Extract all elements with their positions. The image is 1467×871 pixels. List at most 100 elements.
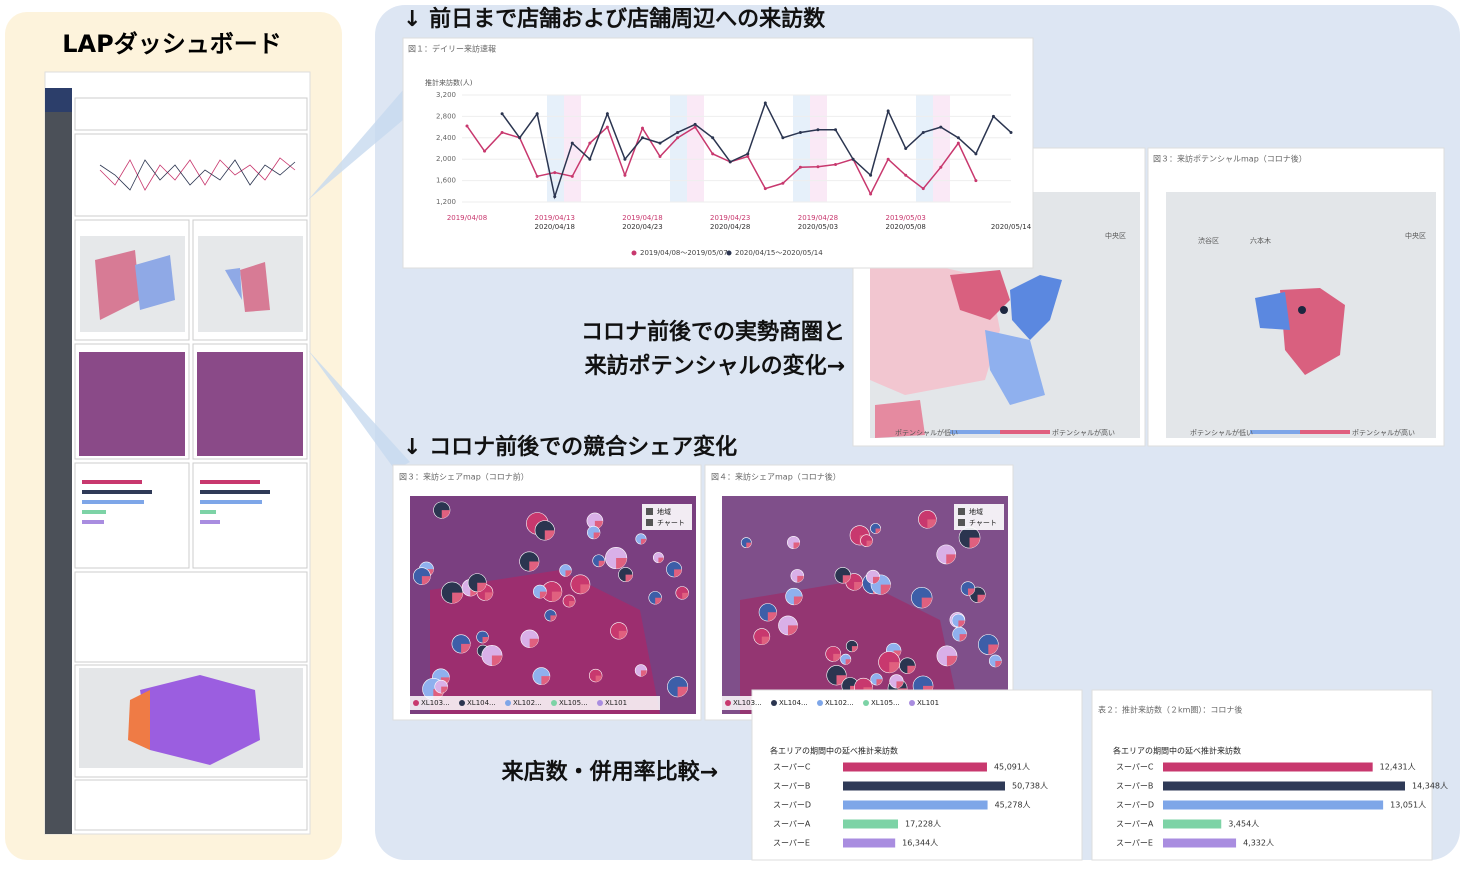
pie-slice xyxy=(959,634,967,642)
value-label: 3,454人 xyxy=(1228,820,1259,829)
x-tick-label: 2019/04/28 xyxy=(798,214,838,222)
pie-slice xyxy=(958,620,965,627)
point xyxy=(711,152,715,156)
chip-icon xyxy=(459,700,465,706)
chip-icon xyxy=(817,700,823,706)
y-tick-label: 1,200 xyxy=(436,198,456,206)
y-tick-label: 2,800 xyxy=(436,112,456,120)
point xyxy=(605,125,609,129)
pie-slice xyxy=(616,558,627,569)
point xyxy=(640,136,644,140)
checkbox xyxy=(646,519,653,526)
pie-slice xyxy=(655,597,662,605)
point xyxy=(939,125,943,129)
value-label: 14,348人 xyxy=(1412,782,1448,791)
point xyxy=(834,128,838,132)
pie-slice xyxy=(793,542,800,549)
card-title: 図４：来訪シェアmap（コロナ後） xyxy=(711,472,841,482)
pie-slice xyxy=(598,560,605,567)
x-tick-label: 2019/04/13 xyxy=(535,214,575,222)
point xyxy=(956,136,960,140)
thumb-nav xyxy=(45,88,72,112)
pie-slice xyxy=(593,532,600,539)
x-tick-label: 2020/05/08 xyxy=(886,223,926,231)
x-tick-label: 2020/04/18 xyxy=(535,223,575,231)
point xyxy=(763,187,767,191)
y-axis-label: 推計来訪数(人) xyxy=(425,78,473,87)
point xyxy=(500,130,504,134)
pie-slice xyxy=(988,644,999,655)
point xyxy=(991,114,995,118)
bar-label: スーパーE xyxy=(773,839,810,848)
bar xyxy=(1163,838,1237,848)
point xyxy=(553,195,557,199)
point xyxy=(658,155,662,159)
pie-slice xyxy=(921,597,933,609)
point xyxy=(693,125,697,129)
thumb-sidebar xyxy=(45,88,72,834)
chip-label: XL104... xyxy=(467,699,496,707)
value-label: 12,431人 xyxy=(1380,763,1416,772)
pie-slice xyxy=(793,596,803,605)
legend-high: ポテンシャルが高い xyxy=(1052,428,1115,437)
map-place: 中央区 xyxy=(1105,231,1126,240)
pie-slice xyxy=(539,591,547,599)
line xyxy=(466,125,977,196)
point xyxy=(974,152,978,156)
pie-slice xyxy=(842,575,851,584)
point xyxy=(465,124,469,128)
checkbox xyxy=(958,508,965,515)
point xyxy=(535,174,539,178)
pie-slice xyxy=(529,638,539,648)
pie-slice xyxy=(452,592,463,604)
bar xyxy=(1163,819,1222,829)
pie-slice xyxy=(927,519,937,529)
chip-icon xyxy=(413,700,419,706)
legend-swatch xyxy=(631,250,637,256)
chip-icon xyxy=(725,700,731,706)
pie-slice xyxy=(889,662,900,673)
point xyxy=(921,130,925,134)
pie-slice xyxy=(872,576,880,584)
map-place: 六本木 xyxy=(1250,236,1271,245)
pie-slice xyxy=(946,554,956,564)
point xyxy=(746,152,750,156)
pie-slice xyxy=(674,569,682,577)
pie-slice xyxy=(907,665,916,674)
check-label: チャート xyxy=(657,519,685,527)
y-tick-label: 3,200 xyxy=(436,91,456,99)
pie-slice xyxy=(491,655,503,666)
map-place: 渋谷区 xyxy=(1198,236,1219,245)
x-tick-label: 2020/05/03 xyxy=(798,223,838,231)
bar-label: スーパーA xyxy=(773,820,811,829)
zoom-connector xyxy=(308,90,403,200)
bar xyxy=(1163,762,1373,772)
point xyxy=(869,192,873,196)
chip-label: XL104... xyxy=(779,699,808,707)
pie-slice xyxy=(896,681,904,689)
point xyxy=(974,179,978,183)
chip-label: XL105... xyxy=(559,699,588,707)
pie-slice xyxy=(876,679,883,686)
map-place: 中央区 xyxy=(1405,231,1426,240)
pie-slice xyxy=(484,592,493,601)
point xyxy=(518,136,522,140)
heading: 来店数・併用率比較→ xyxy=(501,759,718,785)
point xyxy=(535,112,539,116)
chip-bar xyxy=(410,696,660,710)
pie-slice xyxy=(569,601,576,608)
pie-slice xyxy=(682,592,689,600)
check-label: チャート xyxy=(969,519,997,527)
thumb-cards xyxy=(74,97,308,831)
pie-slice xyxy=(640,538,647,545)
pie-slice xyxy=(550,615,557,622)
point xyxy=(693,122,697,126)
map-card xyxy=(1147,147,1445,447)
x-tick-label: 2020/05/14 xyxy=(991,223,1032,231)
card-title: 表２：推計来訪数（２km圏）：コロナ後 xyxy=(1098,705,1242,715)
pie-slice xyxy=(640,670,647,677)
chip-icon xyxy=(863,700,869,706)
x-tick-label: 2019/04/23 xyxy=(710,214,750,222)
chip-label: XL101 xyxy=(917,699,939,707)
y-tick-label: 2,000 xyxy=(436,155,456,163)
